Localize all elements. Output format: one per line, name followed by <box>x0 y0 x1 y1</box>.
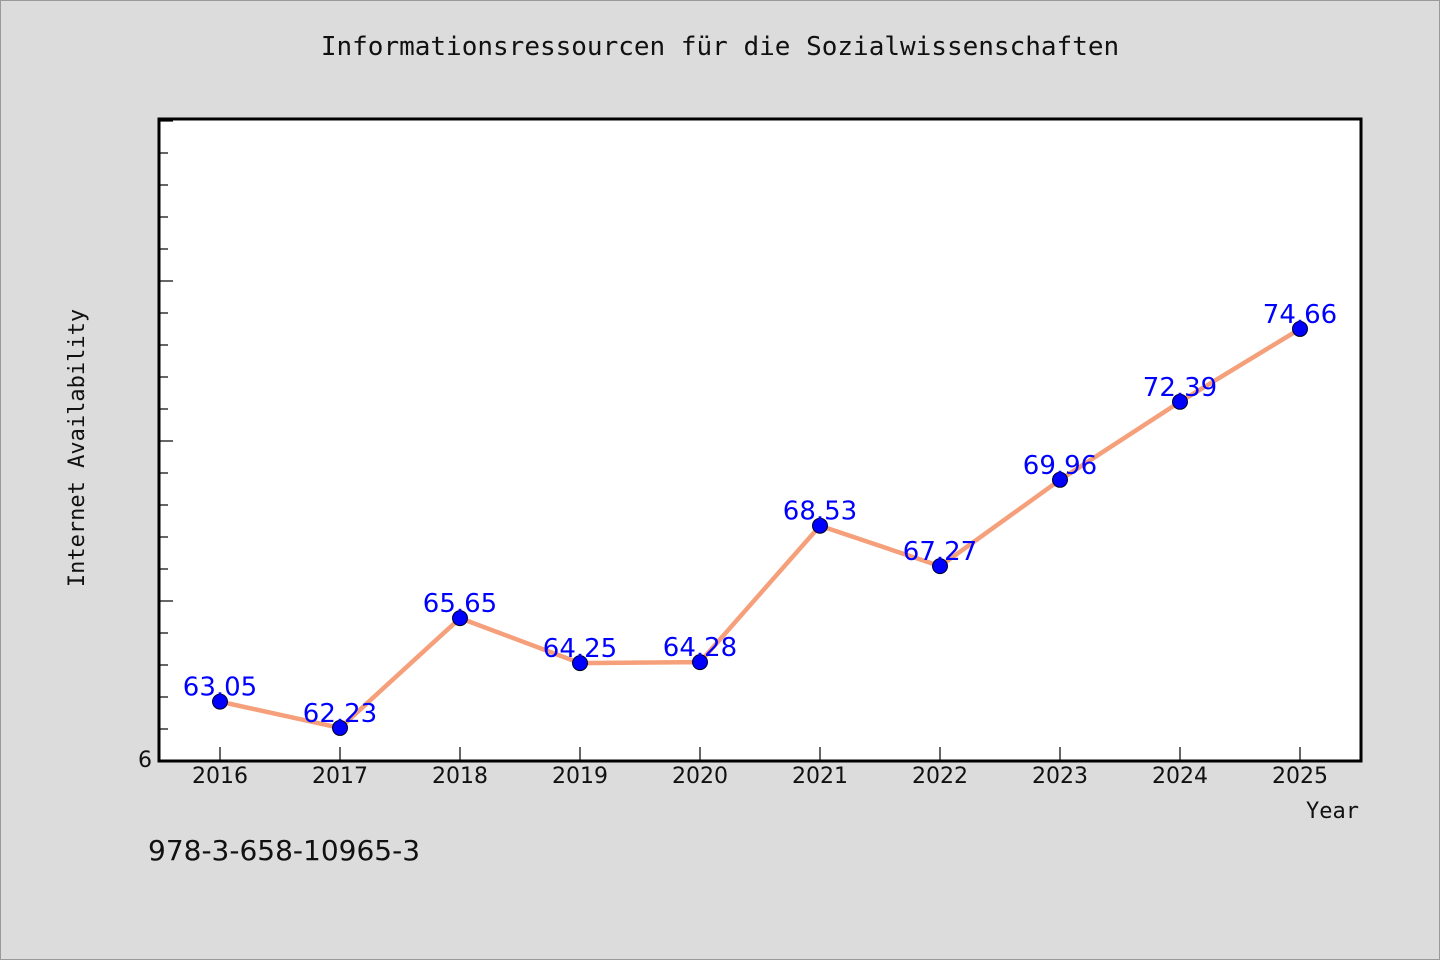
plot-area <box>157 117 1363 763</box>
data-label: 68.53 <box>783 497 857 527</box>
x-tick-label: 2025 <box>1272 764 1328 789</box>
data-point <box>932 558 948 575</box>
chart-title: Informationsressourcen für die Sozialwis… <box>320 32 1120 62</box>
y-axis-tick-labels: 6 <box>138 748 152 773</box>
x-axis-ticks <box>219 747 1301 761</box>
x-tick-label: 2016 <box>192 764 248 789</box>
x-tick-label: 2017 <box>312 764 368 789</box>
x-axis-title: Year <box>1306 799 1359 824</box>
data-label: 64.25 <box>543 634 617 664</box>
data-label: 65.65 <box>423 589 497 619</box>
data-label: 72.39 <box>1143 373 1217 403</box>
data-label: 69.96 <box>1023 451 1097 481</box>
x-tick-label: 2022 <box>912 764 968 789</box>
data-point <box>1172 393 1188 410</box>
x-tick-label: 2020 <box>672 764 728 789</box>
isbn-footnote: 978-3-658-10965-3 <box>148 834 421 867</box>
x-axis-tick-labels: 2016 2017 2018 2019 2020 2021 2022 2023 2024 2025 <box>192 764 1328 789</box>
series-line-group <box>217 326 1303 731</box>
data-point <box>332 719 348 736</box>
data-label: 74.66 <box>1263 300 1337 330</box>
y-axis-title: Internet Availability <box>65 309 90 587</box>
data-point <box>812 517 828 534</box>
data-point <box>1052 471 1068 488</box>
data-labels: 63.05 62.23 65.65 64.25 64.28 68.53 67.27 69.96… <box>183 300 1337 729</box>
series-line <box>217 326 1303 731</box>
data-label: 67.27 <box>903 537 977 567</box>
series-markers <box>212 320 1308 736</box>
x-tick-label: 2019 <box>552 764 608 789</box>
x-tick-label: 2023 <box>1032 764 1088 789</box>
data-point <box>212 693 228 710</box>
data-point <box>572 655 588 672</box>
data-point <box>692 654 708 671</box>
y-axis-ticks <box>159 120 173 762</box>
y-tick-label: 6 <box>138 748 152 773</box>
data-point <box>1292 320 1308 337</box>
data-point <box>452 610 468 627</box>
data-label: 63.05 <box>183 673 257 703</box>
data-label: 64.28 <box>663 633 737 663</box>
x-tick-label: 2024 <box>1152 764 1208 789</box>
x-tick-label: 2018 <box>432 764 488 789</box>
x-tick-label: 2021 <box>792 764 848 789</box>
data-label: 62.23 <box>303 699 377 729</box>
